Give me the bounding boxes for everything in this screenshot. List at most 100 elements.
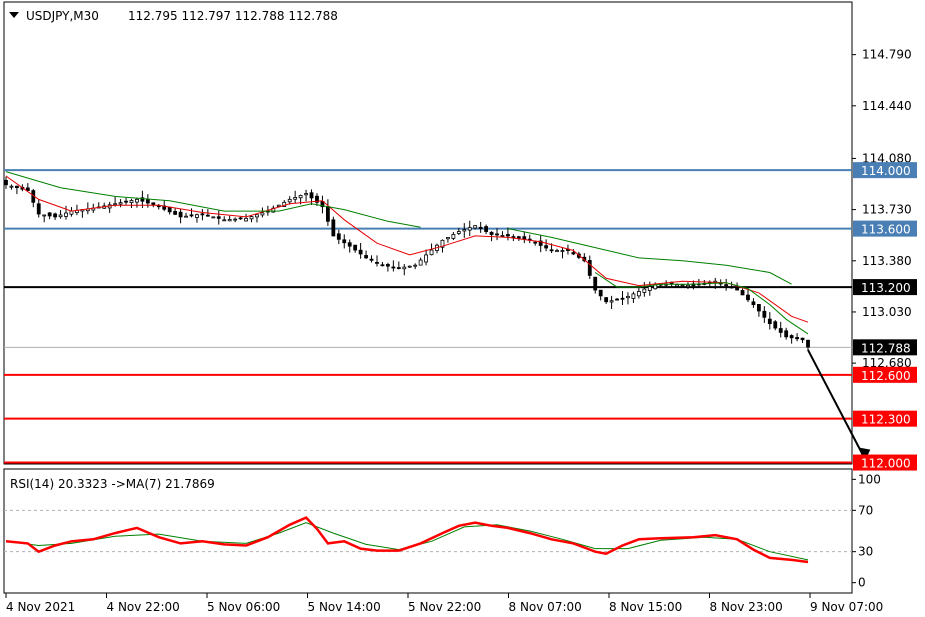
projection-arrow-shaft (807, 349, 867, 461)
candle-body (276, 204, 281, 207)
triangle-down-icon[interactable] (9, 12, 19, 18)
candle-body (762, 310, 767, 318)
candle-body (222, 219, 227, 222)
candle-body (173, 211, 178, 215)
candle-body (331, 219, 336, 237)
candle-body (609, 300, 614, 303)
level-badge (853, 220, 917, 237)
price-tick-label: 112.680 (862, 356, 912, 370)
candle-body (413, 264, 418, 267)
candle-body (686, 284, 690, 288)
candle-body (386, 264, 390, 267)
candle-body (418, 259, 423, 266)
candle-body (233, 218, 238, 221)
candle-body (484, 226, 489, 232)
candle-body (451, 234, 456, 239)
candle-body (47, 212, 52, 217)
candle-body (391, 266, 396, 269)
candle-body (369, 258, 374, 261)
price-chart-frame[interactable] (3, 1, 853, 465)
candle-body (53, 213, 58, 218)
candle-body (189, 214, 194, 217)
time-tick-label: 8 Nov 23:00 (710, 600, 783, 614)
candle-body (271, 207, 276, 213)
ohlc-values: 112.795 112.797 112.788 112.788 (128, 9, 338, 23)
candle-body (767, 318, 772, 325)
candle-body (184, 215, 188, 218)
candle-body (473, 225, 478, 229)
projection-arrow (807, 349, 871, 461)
time-tick-label: 5 Nov 14:00 (308, 600, 381, 614)
rsi-line (5, 516, 809, 564)
level-badge-label: 113.200 (861, 281, 911, 295)
candle-body (358, 249, 363, 255)
price-tick-label: 113.030 (862, 305, 912, 319)
candle-body (227, 219, 232, 222)
candle-body (304, 193, 308, 196)
candle-body (773, 321, 778, 329)
time-axis: 4 Nov 2021 4 Nov 22:00 5 Nov 06:00 5 Nov 14… (5, 593, 883, 614)
rsi-title: RSI(14) 20.3323 ->MA(7) 21.7869 (10, 477, 215, 491)
ma-medium-line (594, 272, 809, 335)
level-badge (853, 366, 917, 383)
candle-body (211, 216, 216, 219)
candle-body (751, 301, 756, 306)
price-tick-label: 113.380 (862, 254, 912, 268)
level-badge-label: 113.600 (861, 223, 911, 237)
level-badges: 114.000 113.600 113.200 112.600 112.300 112.0… (853, 162, 917, 471)
ma-slow-line (5, 171, 421, 228)
candle-body (544, 245, 549, 249)
level-badge-label: 112.600 (861, 369, 911, 383)
time-tick-label: 5 Nov 06:00 (207, 600, 280, 614)
candle-body (800, 337, 805, 341)
level-badge-label: 114.000 (861, 164, 911, 178)
candle-body (205, 214, 210, 217)
current-price-badge (853, 339, 917, 356)
candle-body (342, 239, 347, 244)
candle-body (113, 203, 118, 206)
candle-body (680, 284, 685, 287)
candle-body (25, 187, 30, 192)
candle-body (560, 250, 565, 252)
candle-body (58, 214, 63, 218)
candle-body (216, 216, 221, 219)
time-tick-label: 5 Nov 22:00 (408, 600, 481, 614)
candle-body (647, 286, 652, 292)
time-tick-label: 9 Nov 07:00 (810, 600, 883, 614)
candle-body (407, 265, 412, 268)
level-badge (853, 279, 917, 296)
candle-body (282, 201, 287, 207)
time-tick-label: 8 Nov 07:00 (509, 600, 582, 614)
candle-body (145, 199, 150, 204)
candle-body (604, 297, 609, 303)
candle-body (495, 233, 499, 236)
candle-body (795, 337, 799, 340)
candle-body (516, 236, 521, 239)
candle-body (555, 250, 559, 253)
candle-body (593, 276, 598, 291)
candle-body (402, 266, 407, 270)
candle-body (380, 264, 385, 267)
candle-body (9, 185, 14, 188)
candle-body (347, 242, 352, 247)
candle-body (244, 217, 248, 222)
arrow-head-icon (859, 447, 871, 461)
candle-body (325, 206, 330, 222)
candle-body (806, 339, 810, 348)
candle-body (478, 226, 483, 230)
level-badge-label: 112.300 (861, 413, 911, 427)
candle-body (571, 252, 576, 255)
candle-body (467, 227, 472, 231)
candle-body (151, 202, 156, 206)
candle-body (778, 328, 783, 333)
candle-body (620, 297, 625, 300)
candle-body (364, 255, 368, 259)
time-tick-label: 4 Nov 22:00 (107, 600, 180, 614)
candle-body (500, 235, 505, 237)
candle-body (598, 289, 603, 297)
rsi-tick-label: 70 (858, 503, 873, 517)
candle-body (135, 198, 139, 203)
candle-body (456, 231, 461, 234)
candle-body (789, 335, 794, 339)
candle-body (375, 261, 379, 264)
